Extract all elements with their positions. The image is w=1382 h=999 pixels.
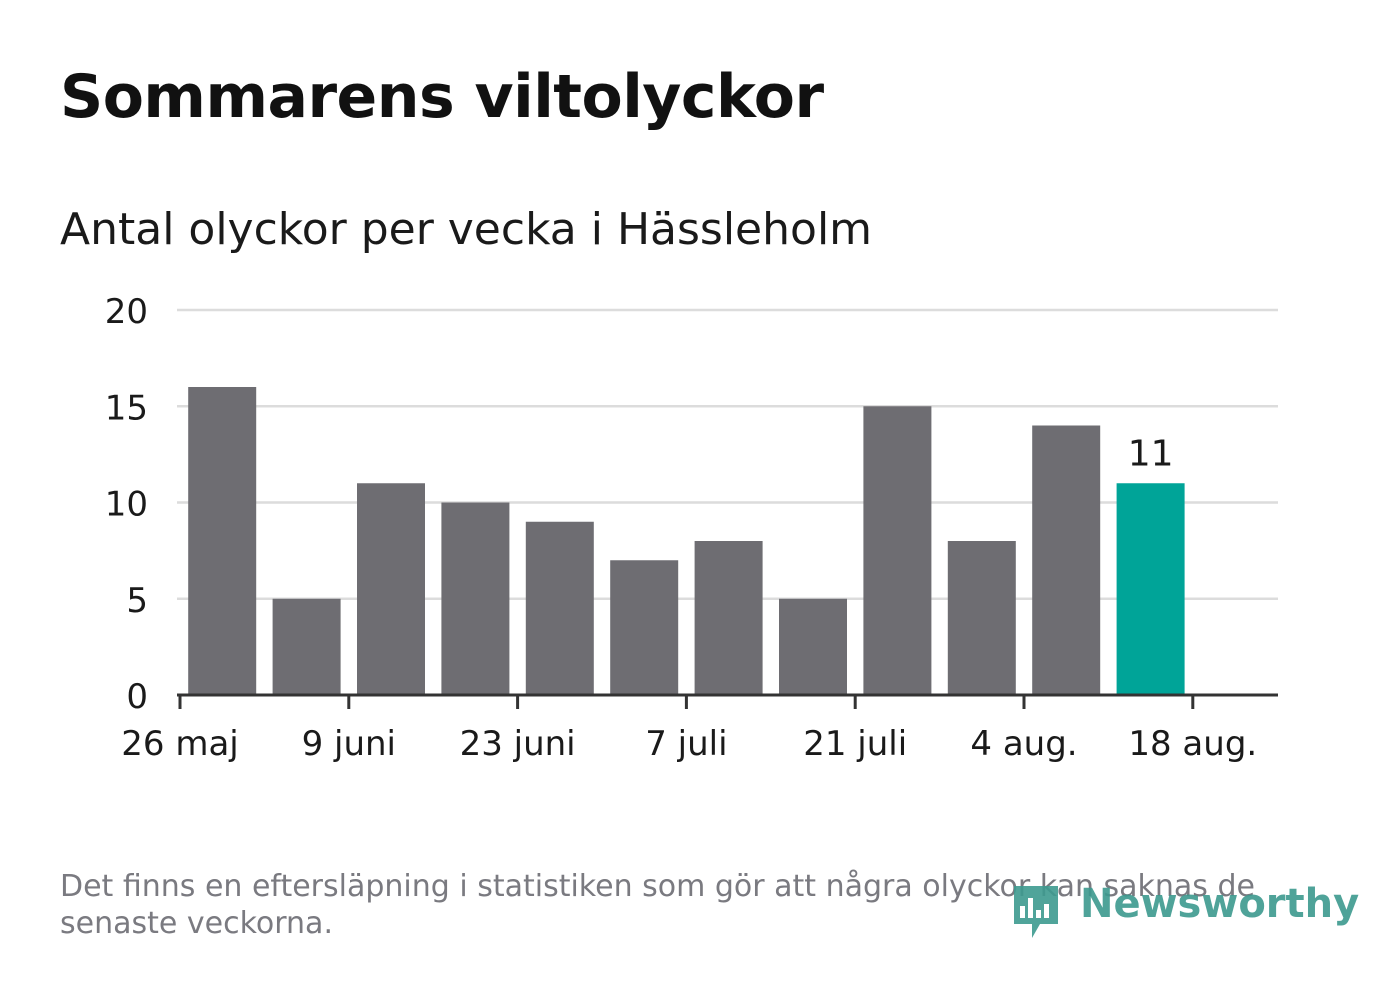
bar <box>1032 425 1101 695</box>
bar <box>441 502 510 695</box>
bar <box>610 560 679 695</box>
x-tick-label: 21 juli <box>803 724 907 764</box>
bars <box>188 387 1185 695</box>
y-axis-ticks: 0 5 10 15 20 <box>105 292 148 717</box>
y-tick-label: 20 <box>105 292 148 332</box>
chart-title: Sommarens viltolyckor <box>60 62 824 132</box>
x-tick-label: 7 juli <box>645 724 727 764</box>
bar <box>357 483 425 695</box>
bar <box>947 541 1016 695</box>
x-tick-label: 4 aug. <box>970 724 1077 764</box>
x-tick-label: 23 juni <box>460 724 576 764</box>
bar <box>188 387 257 695</box>
y-tick-label: 10 <box>105 485 148 525</box>
data-label: 11 <box>1128 433 1174 474</box>
y-tick-label: 15 <box>105 388 148 428</box>
logo-text: Newsworthy <box>1080 881 1360 927</box>
bar <box>525 521 594 695</box>
bar <box>863 406 932 695</box>
bar <box>272 598 341 695</box>
y-tick-label: 0 <box>126 677 148 717</box>
x-axis-ticks: 26 maj 9 juni 23 juni 7 juli 21 juli 4 aug. 18… <box>121 695 1257 764</box>
data-labels: 11 <box>1128 433 1174 474</box>
chart-subtitle: Antal olyckor per vecka i Hässleholm <box>60 204 873 255</box>
bar-chart-speech-bubble-icon <box>1014 886 1058 938</box>
bar-highlighted <box>1116 483 1185 695</box>
newsworthy-logo: Newsworthy <box>1010 880 1359 942</box>
y-tick-label: 5 <box>126 581 148 621</box>
x-tick-label: 9 juni <box>302 724 396 764</box>
bar <box>694 541 763 695</box>
x-tick-label: 26 maj <box>121 724 238 764</box>
x-tick-label: 18 aug. <box>1128 724 1257 764</box>
bar <box>779 598 847 695</box>
